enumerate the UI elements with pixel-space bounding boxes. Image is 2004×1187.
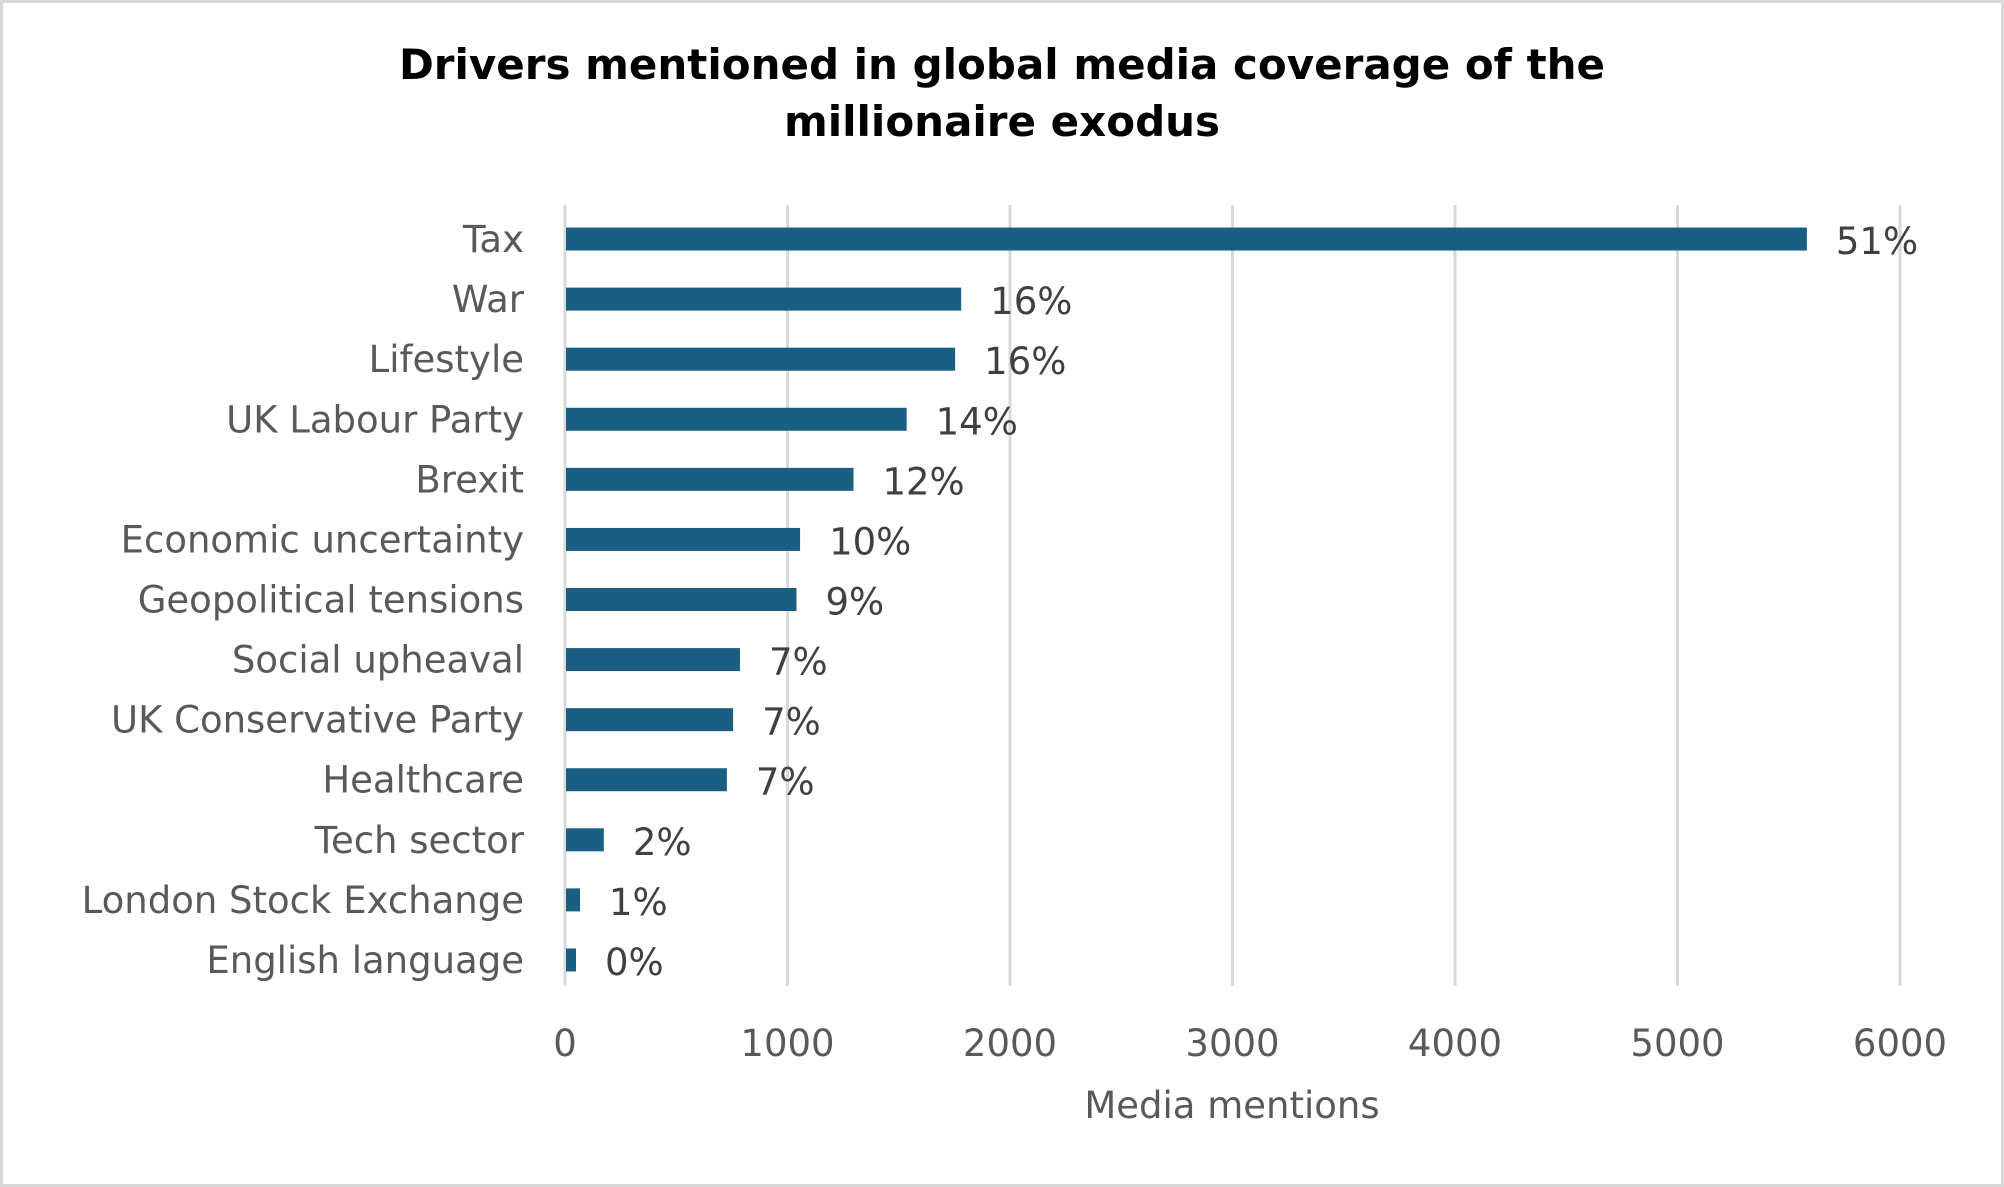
- category-label: War: [452, 278, 525, 321]
- data-label: 7%: [756, 761, 815, 804]
- bars: [566, 227, 1807, 972]
- data-label: 1%: [609, 881, 668, 924]
- category-label: English language: [206, 939, 524, 982]
- bar: [566, 287, 962, 311]
- x-tick-label: 3000: [1185, 1022, 1279, 1065]
- data-label: 51%: [1836, 220, 1918, 263]
- x-tick-labels: 0 1000 2000 3000 4000 5000 6000: [553, 1022, 1947, 1065]
- data-label: 0%: [605, 941, 664, 984]
- bar: [566, 768, 727, 792]
- bar: [566, 708, 734, 732]
- bar: [566, 227, 1807, 251]
- chart-title-line-2: millionaire exodus: [783, 97, 1221, 146]
- data-label: 10%: [829, 520, 911, 563]
- bar: [566, 828, 604, 852]
- category-label: Healthcare: [322, 759, 524, 802]
- bar: [566, 407, 907, 431]
- bar: [566, 588, 797, 611]
- category-label: Geopolitical tensions: [138, 579, 524, 622]
- category-labels: Tax War Lifestyle UK Labour Party Brexit Econ…: [82, 218, 525, 982]
- bar: [566, 648, 740, 672]
- bar: [566, 888, 581, 912]
- category-label: London Stock Exchange: [82, 879, 524, 922]
- chart-title-line-1: Drivers mentioned in global media covera…: [398, 40, 1606, 89]
- category-label: Lifestyle: [369, 338, 524, 381]
- category-label: Brexit: [415, 458, 524, 501]
- x-tick-label: 0: [553, 1022, 577, 1065]
- data-label: 7%: [769, 641, 828, 684]
- bar: [566, 467, 854, 491]
- data-label: 9%: [826, 581, 885, 624]
- chart-title: Drivers mentioned in global media covera…: [0, 36, 2004, 150]
- x-tick-label: 6000: [1853, 1022, 1947, 1065]
- data-label: 16%: [984, 340, 1066, 383]
- data-label: 12%: [882, 460, 964, 503]
- data-label: 16%: [990, 280, 1072, 323]
- x-tick-label: 4000: [1408, 1022, 1502, 1065]
- data-labels: 51% 16% 16% 14% 12% 10% 9% 7% 7% 7% 2% 1% 0%: [605, 220, 1918, 984]
- data-label: 7%: [762, 701, 821, 744]
- x-tick-label: 5000: [1630, 1022, 1724, 1065]
- data-label: 2%: [633, 821, 692, 864]
- category-label: Economic uncertainty: [121, 518, 524, 561]
- category-label: UK Labour Party: [226, 398, 524, 441]
- gridlines: [563, 205, 1902, 986]
- x-axis-title: Media mentions: [1084, 1084, 1379, 1127]
- category-label: Tax: [462, 218, 524, 261]
- bar: [566, 347, 956, 371]
- x-tick-label: 1000: [740, 1022, 834, 1065]
- category-label: Tech sector: [314, 819, 525, 862]
- x-tick-label: 2000: [963, 1022, 1057, 1065]
- data-label: 14%: [936, 400, 1018, 443]
- category-label: Social upheaval: [232, 639, 524, 682]
- category-label: UK Conservative Party: [111, 699, 524, 742]
- bar: [566, 527, 801, 551]
- bar: [566, 948, 577, 972]
